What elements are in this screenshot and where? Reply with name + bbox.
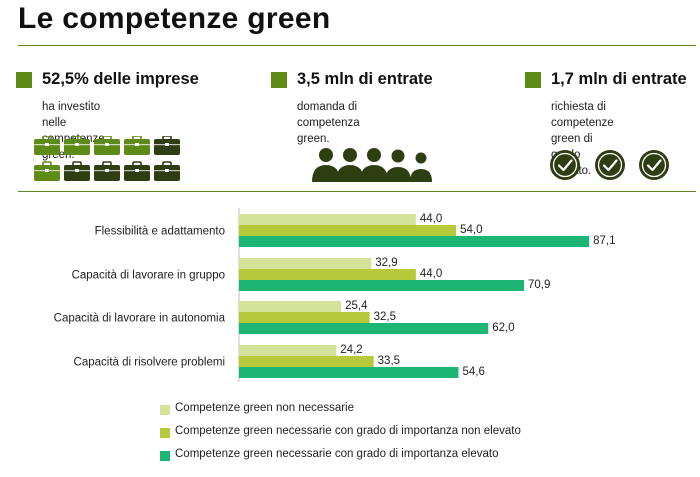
- data-label: 62,0: [492, 322, 514, 334]
- legend-swatch: [160, 428, 170, 438]
- stat-heading: 3,5 mln di entrate: [297, 70, 433, 88]
- bar-chart: Flessibilità e adattamento 44,0 54,0 87,1 Ca…: [54, 208, 616, 382]
- bar: [239, 312, 370, 323]
- legend-label: Competenze green non necessarie: [175, 402, 355, 414]
- category-label: Capacità di risolvere problemi: [74, 357, 225, 369]
- check-circle-icon: [637, 148, 671, 182]
- briefcase-icon: [123, 161, 151, 182]
- bar: [239, 345, 337, 356]
- data-label: 87,1: [593, 235, 615, 247]
- briefcase-icon-grid: [34, 136, 181, 182]
- bar: [239, 323, 489, 334]
- stat-description-line: domanda di competenza: [297, 101, 360, 129]
- briefcase-icon: [63, 136, 91, 156]
- briefcase-icon: [123, 136, 151, 156]
- bar: [239, 301, 342, 312]
- stat-description-line: richiesta di competenze: [551, 101, 614, 129]
- bar: [239, 236, 590, 247]
- data-label: 32,9: [375, 257, 397, 269]
- category-label: Capacità di lavorare in autonomia: [54, 313, 226, 325]
- check-circle-icon: [593, 148, 627, 182]
- check-circle-icon-row: [548, 148, 671, 182]
- data-label: 33,5: [378, 355, 400, 367]
- bar: [239, 225, 457, 236]
- bullet-square: [271, 72, 287, 88]
- briefcase-icon: [63, 161, 91, 182]
- bar: [239, 356, 374, 367]
- page-title: Le competenze green: [18, 2, 331, 35]
- stat-heading: 52,5% delle imprese: [42, 70, 199, 88]
- people-icon: [312, 148, 432, 182]
- stat-heading: 1,7 mln di entrate: [551, 70, 687, 88]
- bar: [239, 280, 525, 291]
- briefcase-icon: [93, 161, 121, 182]
- legend-swatch: [160, 451, 170, 461]
- legend-label: Competenze green necessarie con grado di…: [175, 448, 499, 460]
- section-divider: [18, 191, 696, 192]
- briefcase-icon: [153, 161, 181, 182]
- legend-swatch: [160, 405, 170, 415]
- check-circle-icon: [548, 148, 582, 182]
- stat-description: domanda di competenza green.: [297, 99, 360, 147]
- bar: [239, 269, 416, 280]
- legend-label: Competenze green necessarie con grado di…: [175, 425, 521, 437]
- briefcase-icon: [153, 136, 181, 156]
- data-label: 44,0: [420, 213, 442, 225]
- data-label: 44,0: [420, 268, 442, 280]
- bar: [239, 367, 459, 378]
- briefcase-icon: [93, 136, 121, 156]
- data-label: 54,6: [462, 366, 484, 378]
- briefcase-icon: [34, 161, 61, 182]
- top-divider: [18, 45, 696, 46]
- data-label: 25,4: [345, 300, 368, 312]
- bullet-square: [525, 72, 541, 88]
- data-label: 32,5: [374, 311, 396, 323]
- data-label: 70,9: [528, 279, 550, 291]
- bar: [239, 214, 416, 225]
- stat-description-line: green.: [297, 133, 330, 145]
- data-label: 54,0: [460, 224, 482, 236]
- category-label: Flessibilità e adattamento: [95, 226, 225, 238]
- category-label: Capacità di lavorare in gruppo: [72, 270, 225, 282]
- bullet-square: [16, 72, 32, 88]
- stat-description-line: ha investito nelle: [42, 101, 101, 129]
- bar: [239, 258, 372, 269]
- data-label: 24,2: [340, 344, 362, 356]
- briefcase-icon: [34, 136, 61, 156]
